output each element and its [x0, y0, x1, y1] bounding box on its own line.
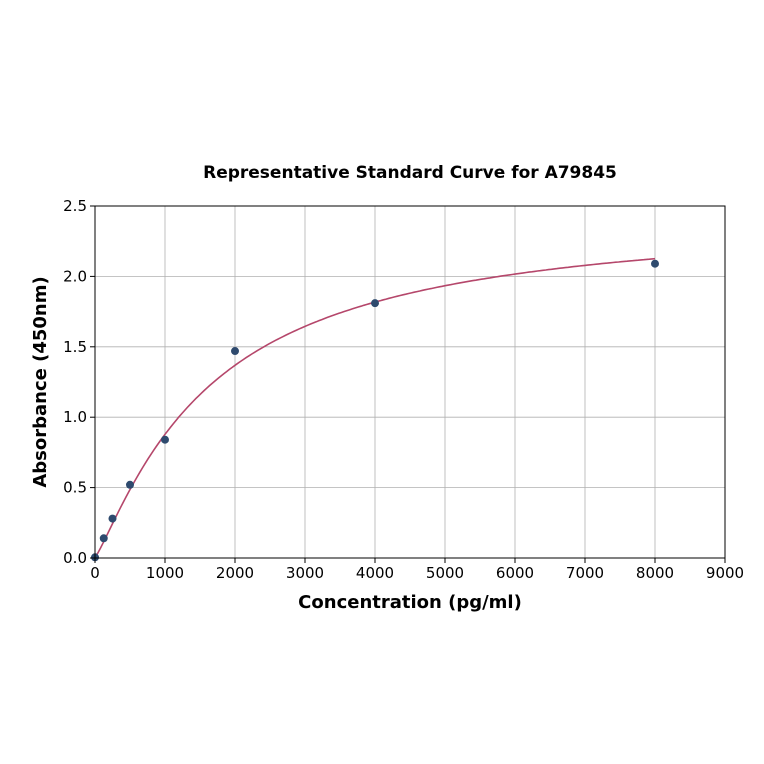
x-tick-label: 1000 [146, 564, 184, 582]
x-tick-label: 8000 [636, 564, 674, 582]
data-point [231, 347, 239, 356]
y-tick-label: 0.5 [63, 479, 87, 497]
y-tick-label: 1.5 [63, 338, 87, 356]
y-tick-label: 2.5 [63, 197, 87, 215]
x-tick-label: 6000 [496, 564, 534, 582]
x-axis-label: Concentration (pg/ml) [298, 592, 522, 613]
x-tick-label: 2000 [216, 564, 254, 582]
y-tick-label: 0.0 [63, 549, 87, 567]
y-axis-label: Absorbance (450nm) [30, 276, 51, 487]
x-tick-label: 0 [90, 564, 100, 582]
x-tick-label: 7000 [566, 564, 604, 582]
data-point [651, 259, 659, 268]
data-points [91, 259, 659, 562]
x-tick-label: 9000 [706, 564, 744, 582]
chart-title: Representative Standard Curve for A79845 [203, 163, 617, 183]
data-point [371, 299, 379, 308]
x-axis-ticks: 0 1000 2000 3000 4000 5000 6000 7000 8000 9000 [90, 558, 744, 582]
plot-frame [94, 205, 726, 559]
data-point [161, 435, 169, 444]
grid [94, 205, 726, 559]
y-tick-label: 2.0 [63, 267, 87, 285]
y-axis-ticks: 0.0 0.5 1.0 1.5 2.0 2.5 [63, 197, 95, 567]
data-point [108, 514, 117, 523]
x-tick-label: 4000 [356, 564, 394, 582]
x-tick-label: 3000 [286, 564, 324, 582]
data-point [126, 480, 134, 489]
data-point [99, 534, 108, 543]
y-tick-label: 1.0 [63, 408, 87, 426]
x-tick-label: 5000 [426, 564, 464, 582]
